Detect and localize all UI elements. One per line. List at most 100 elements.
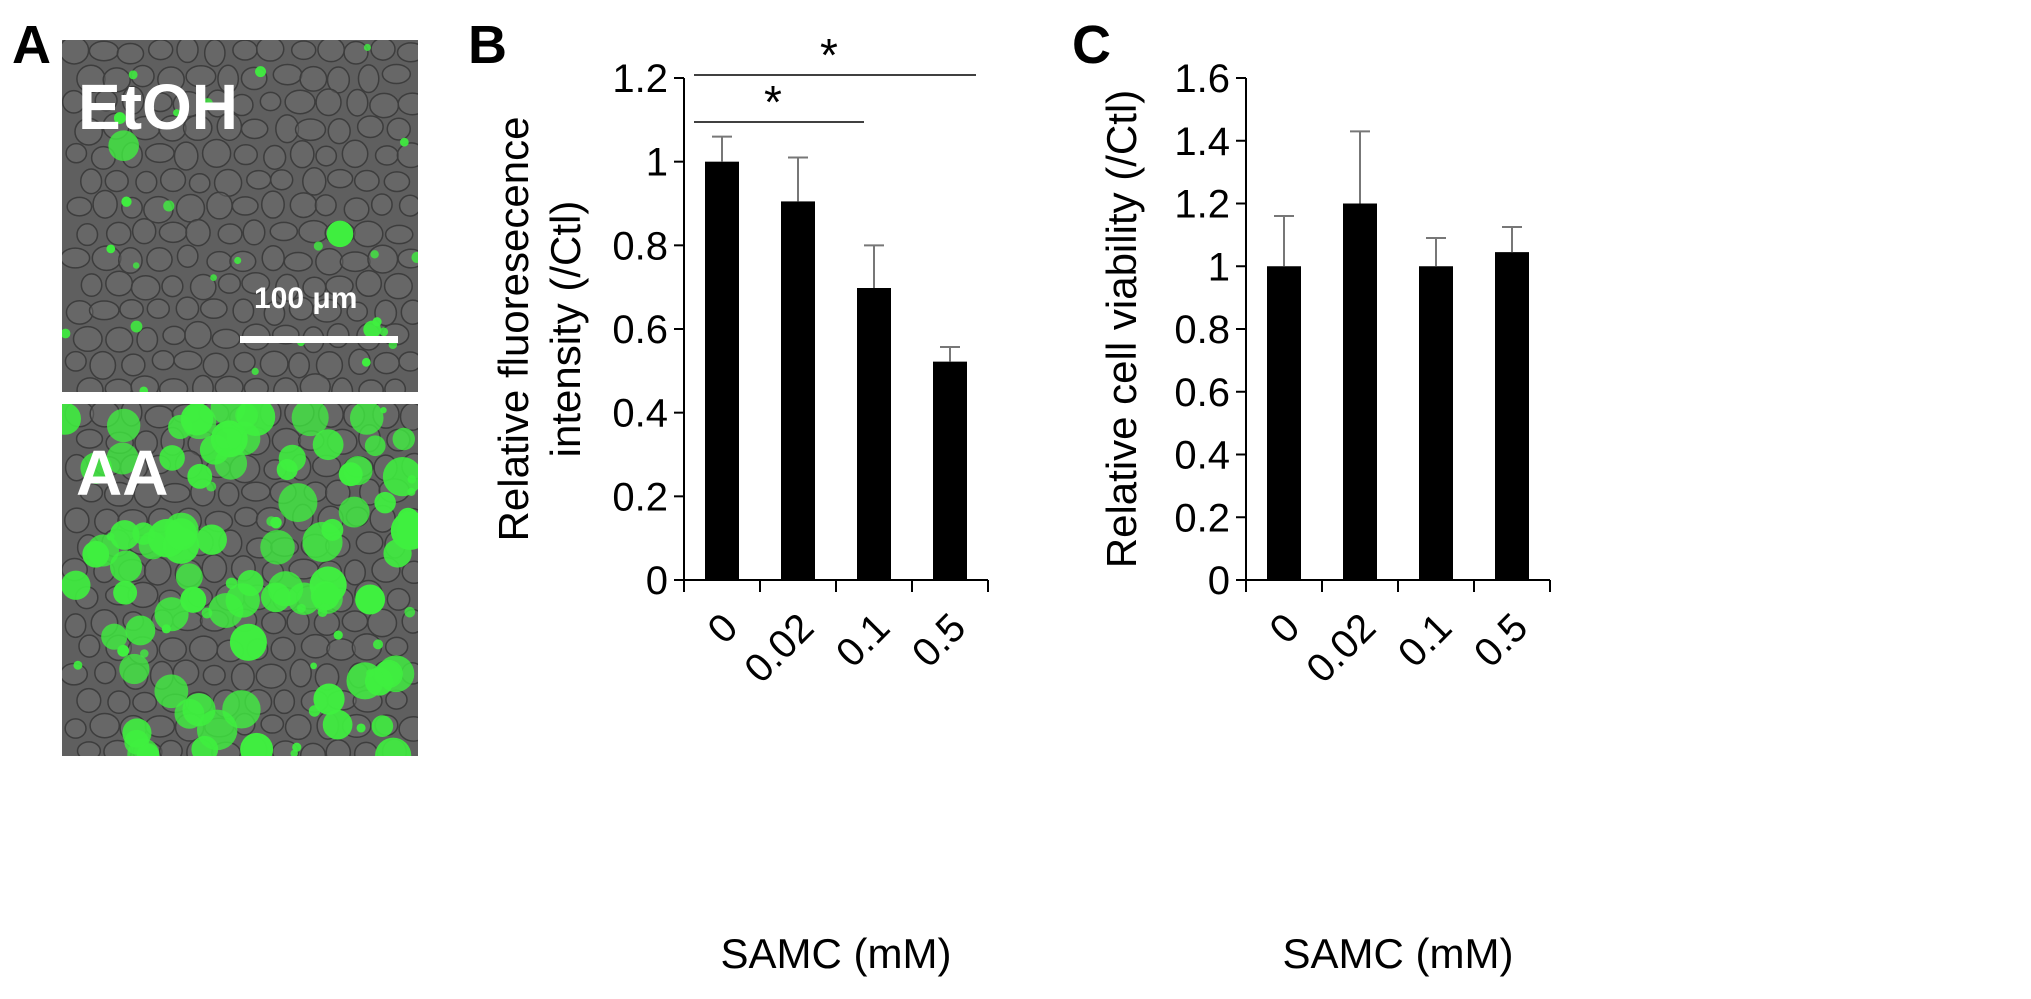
fluorescent-cell xyxy=(356,723,366,733)
cell-outline xyxy=(176,40,199,64)
cell-outline xyxy=(80,168,103,195)
cell-outline xyxy=(263,300,286,326)
cell-outline xyxy=(232,40,258,61)
cell-outline xyxy=(66,196,93,217)
cell-outline xyxy=(289,139,315,169)
cell-outline xyxy=(104,378,133,392)
fluorescent-cell xyxy=(139,386,149,392)
fluorescent-cell xyxy=(251,367,259,376)
bar-0.02 xyxy=(781,201,815,581)
cell-outline xyxy=(339,251,371,273)
cell-outline xyxy=(231,196,259,216)
bar-0 xyxy=(705,161,739,580)
bar-0.1 xyxy=(1419,266,1453,580)
cell-outline xyxy=(184,320,212,350)
fluorescent-cell xyxy=(174,698,205,729)
fluorescent-cell xyxy=(119,653,150,685)
micrograph-aa: AA xyxy=(62,404,418,756)
fluorescent-cell xyxy=(322,709,353,740)
fluorescent-cell xyxy=(310,662,318,670)
fluorescent-cell xyxy=(240,732,274,756)
fluorescent-cell xyxy=(73,660,83,670)
y-tick-label: 0.4 xyxy=(1174,434,1230,478)
cell-outline xyxy=(158,377,189,392)
cell-outline xyxy=(315,247,344,276)
cell-outline xyxy=(201,553,228,584)
x-tick-label: 0.1 xyxy=(828,605,898,675)
y-tick-label: 0.6 xyxy=(1174,371,1230,415)
cell-outline xyxy=(159,167,187,193)
fluorescent-cell xyxy=(132,262,140,269)
cell-outline xyxy=(121,85,145,115)
cell-texture xyxy=(62,40,418,392)
cell-outline xyxy=(234,506,259,527)
fluorescent-cell xyxy=(62,570,91,600)
y-tick-label: 0.8 xyxy=(1174,308,1230,352)
cell-outline xyxy=(241,271,271,295)
fluorescent-cell xyxy=(382,457,418,497)
fluorescent-cell xyxy=(136,743,160,756)
cell-outline xyxy=(175,193,206,223)
fluorescent-cell xyxy=(363,43,371,52)
cell-outline xyxy=(105,221,132,246)
cell-outline xyxy=(315,145,338,167)
cell-outline xyxy=(261,244,285,272)
cell-outline xyxy=(191,374,214,392)
micrograph-aa-image xyxy=(62,404,418,756)
cell-outline xyxy=(302,166,327,196)
fluorescent-cell xyxy=(374,491,396,514)
cell-outline xyxy=(206,191,233,220)
cell-outline xyxy=(188,635,219,662)
fluorescent-cell xyxy=(276,459,298,481)
y-axis-label: intensity (/Ctl) xyxy=(542,201,589,458)
cell-outline xyxy=(353,741,379,756)
cell-outline xyxy=(117,247,143,274)
cell-outline xyxy=(326,168,354,189)
cell-outline xyxy=(289,658,312,688)
cell-outline xyxy=(383,171,411,193)
cell-outline xyxy=(75,428,104,449)
cell-outline xyxy=(275,114,300,144)
cell-outline xyxy=(383,272,413,300)
fluorescent-cell xyxy=(175,563,203,591)
fluorescent-cell xyxy=(187,463,213,489)
cell-outline xyxy=(370,193,393,216)
cell-outline xyxy=(131,218,157,245)
panel-b-letter: B xyxy=(468,15,507,75)
cell-outline xyxy=(173,141,199,171)
significance-star: * xyxy=(764,76,782,128)
cell-outline xyxy=(260,190,285,219)
fluorescent-cell xyxy=(180,404,214,436)
cell-outline xyxy=(398,716,418,742)
cell-outline xyxy=(326,638,356,661)
fluorescent-cell xyxy=(326,220,354,248)
y-tick-label: 0 xyxy=(646,559,668,603)
cell-outline xyxy=(176,244,199,268)
cell-outline xyxy=(273,689,296,715)
cell-outline xyxy=(343,40,369,65)
fluorescent-cell xyxy=(196,709,238,751)
cell-outline xyxy=(300,633,331,659)
cell-outline xyxy=(299,373,331,392)
cell-outline xyxy=(331,377,354,392)
bar-0.02 xyxy=(1343,203,1377,580)
cell-outline xyxy=(92,189,118,219)
cell-outline xyxy=(230,93,254,117)
micrograph-etoh-label: EtOH xyxy=(78,71,238,143)
cell-outline xyxy=(104,169,129,193)
x-axis-label: SAMC (mM) xyxy=(1283,930,1514,977)
cell-outline xyxy=(74,117,104,146)
fluorescent-cell xyxy=(165,518,198,551)
x-tick-label: 0.02 xyxy=(1298,605,1384,691)
bar-0.5 xyxy=(1495,252,1529,580)
cell-outline xyxy=(121,353,146,377)
cell-outline xyxy=(105,326,134,353)
y-tick-label: 1.2 xyxy=(612,57,668,101)
cell-outline xyxy=(317,40,346,63)
fluorescent-cell xyxy=(106,408,141,443)
micrograph-aa-label: AA xyxy=(76,437,169,509)
fluorescent-cell xyxy=(236,404,276,437)
cell-outline xyxy=(78,634,101,658)
x-axis-label: SAMC (mM) xyxy=(721,930,952,977)
cell-outline xyxy=(367,608,398,638)
